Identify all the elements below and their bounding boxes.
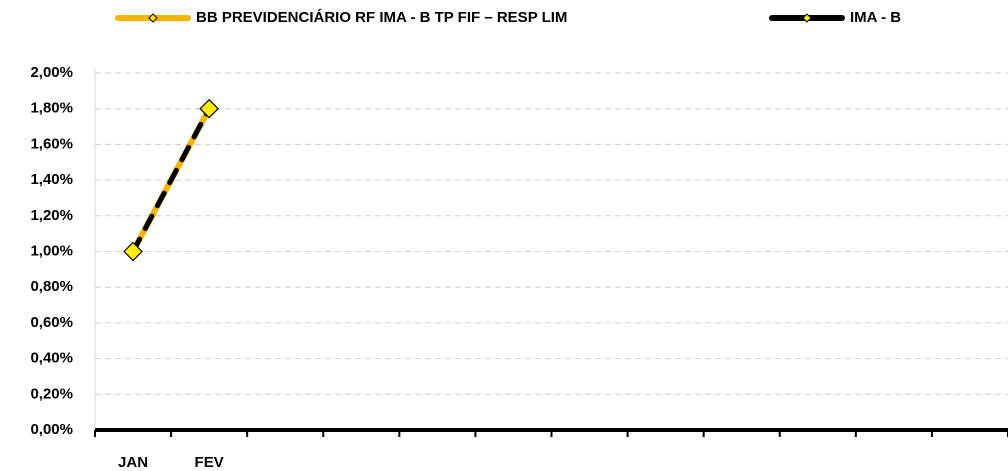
- y-tick-label: 0,00%: [30, 421, 73, 438]
- y-tick-label: 0,20%: [30, 385, 73, 402]
- legend-label: IMA - B: [850, 9, 901, 26]
- y-tick-label: 0,40%: [30, 350, 73, 367]
- x-tick-label: JAN: [118, 454, 148, 471]
- y-tick-label: 1,40%: [30, 171, 73, 188]
- y-tick-label: 1,60%: [30, 135, 73, 152]
- y-tick-label: 1,00%: [30, 242, 73, 259]
- y-tick-label: 2,00%: [30, 64, 73, 81]
- y-tick-label: 0,80%: [30, 278, 73, 295]
- y-tick-label: 1,80%: [30, 100, 73, 117]
- x-tick-label: FEV: [195, 454, 224, 471]
- y-tick-label: 0,60%: [30, 314, 73, 331]
- series-line: [130, 106, 212, 254]
- legend-label: BB PREVIDENCIÁRIO RF IMA - B TP FIF – RE…: [196, 9, 567, 26]
- y-tick-label: 1,20%: [30, 207, 73, 224]
- legend-marker: [148, 13, 158, 23]
- marker: [199, 98, 219, 119]
- legend-marker: [802, 13, 812, 23]
- marker: [123, 241, 143, 262]
